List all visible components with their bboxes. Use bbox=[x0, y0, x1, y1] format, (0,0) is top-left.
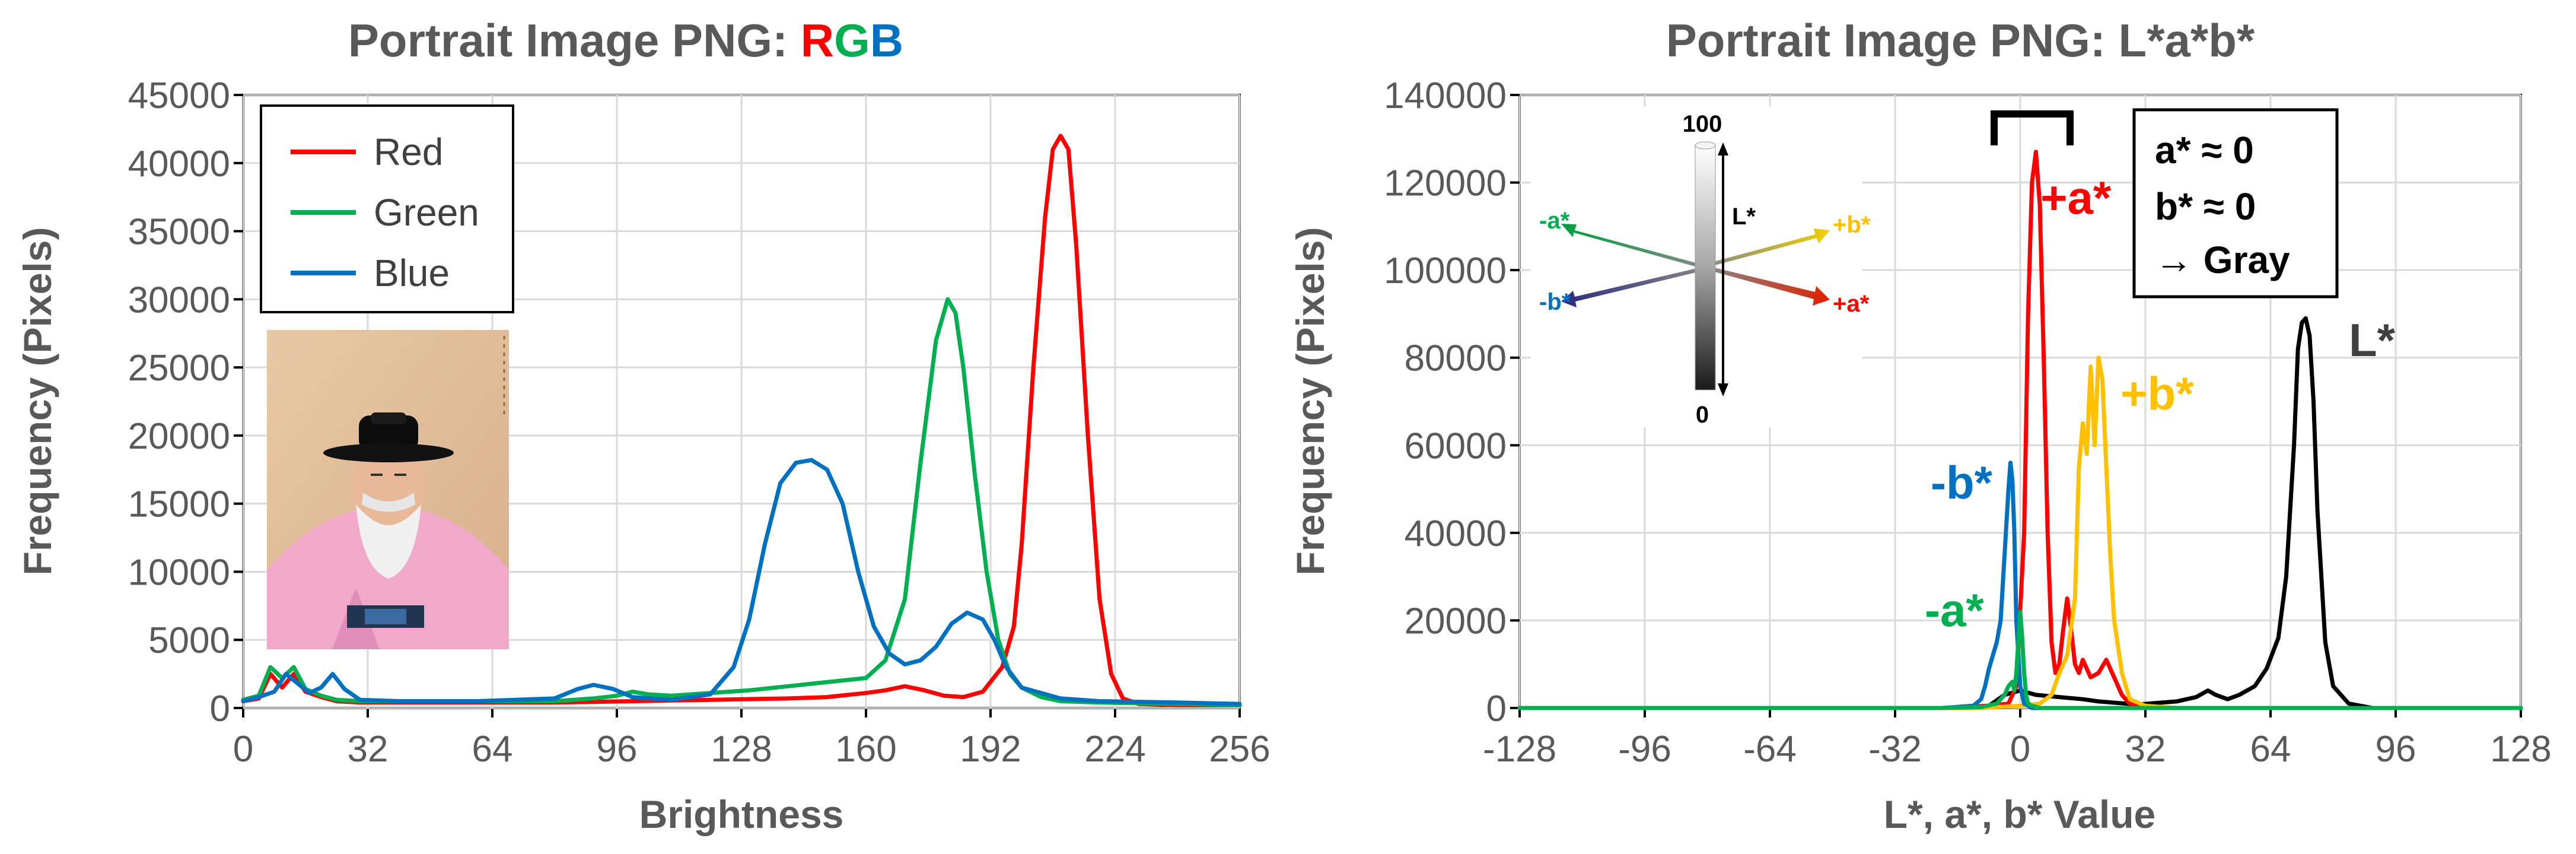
y-tick-label: 25000 bbox=[128, 348, 230, 389]
y-tick-label: 60000 bbox=[1405, 426, 1507, 466]
x-tick-label: -96 bbox=[1618, 729, 1671, 770]
diagram-label-plus-b: +b* bbox=[1833, 212, 1871, 238]
y-tick-label: 100000 bbox=[1384, 250, 1507, 291]
x-tick-label: -128 bbox=[1483, 729, 1556, 770]
tick-labels: -128 -96 -64 -32 0 32 64 96 128 0 20000 40000 60000 8… bbox=[1384, 75, 2552, 770]
x-tick-label: 0 bbox=[233, 729, 253, 770]
x-tick-label: 96 bbox=[597, 729, 638, 770]
arrow-minus-a bbox=[1561, 224, 1707, 269]
y-tick-label: 80000 bbox=[1405, 338, 1507, 379]
y-tick-label: 30000 bbox=[128, 280, 230, 320]
x-tick-label: 96 bbox=[2376, 729, 2416, 770]
l-star-arrowhead-down bbox=[1718, 383, 1728, 396]
y-axis-label: Frequency (Pixels) bbox=[1288, 227, 1332, 576]
y-tick-label: 20000 bbox=[128, 416, 230, 457]
series-line-b bbox=[1517, 461, 2523, 710]
lab-histogram-chart: Portrait Image PNG: L*a*b* -128 -96 -64 -32… bbox=[1288, 14, 2552, 836]
tick-labels: 0 32 64 96 128 160 192 224 256 0 5000 10000 15000 200… bbox=[128, 75, 1271, 770]
x-tick-label: 224 bbox=[1084, 729, 1145, 770]
series-lines bbox=[1517, 150, 2523, 710]
legend-label-blue: Blue bbox=[374, 252, 450, 294]
x-tick-label: 256 bbox=[1209, 729, 1270, 770]
annotation-minus-b: -b* bbox=[1931, 456, 1993, 509]
y-tick-label: 120000 bbox=[1384, 163, 1507, 204]
title-letter-g: G bbox=[834, 14, 870, 66]
note-line-gray: → Gray bbox=[2155, 239, 2290, 281]
diagram-label-100: 100 bbox=[1683, 111, 1722, 137]
series-line-blue bbox=[241, 458, 1242, 706]
x-tick-label: -32 bbox=[1868, 729, 1922, 770]
series-line-l bbox=[1517, 316, 2523, 710]
y-tick-label: 15000 bbox=[128, 484, 230, 525]
y-tick-label: 0 bbox=[210, 688, 230, 729]
diagram-label-l-star: L* bbox=[1732, 204, 1756, 230]
y-tick-label: 20000 bbox=[1405, 601, 1507, 642]
zero-bracket bbox=[1991, 110, 2074, 145]
title-letter-b: B bbox=[870, 14, 903, 66]
arrow-minus-b bbox=[1561, 266, 1708, 307]
series-line-a bbox=[1517, 609, 2523, 710]
y-tick-label: 40000 bbox=[1405, 513, 1507, 554]
arrow-plus-b bbox=[1707, 228, 1830, 267]
diagram-label-minus-a: -a* bbox=[1539, 208, 1570, 234]
x-tick-label: 160 bbox=[835, 729, 896, 770]
series-lines bbox=[241, 134, 1242, 707]
y-axis-label: Frequency (Pixels) bbox=[15, 227, 59, 576]
note-line-b: b* ≈ 0 bbox=[2155, 185, 2256, 228]
lab-color-space-diagram: 100 0 L* -a* +b* -b* +a* bbox=[1530, 107, 1871, 428]
arrow-plus-a bbox=[1706, 266, 1830, 306]
x-tick-label: 64 bbox=[472, 729, 513, 770]
x-tick-label: 32 bbox=[2125, 729, 2166, 770]
x-tick-label: 128 bbox=[711, 729, 772, 770]
series-line-a bbox=[1517, 150, 2523, 710]
x-tick-label: 128 bbox=[2490, 729, 2551, 770]
annotation-plus-b: +b* bbox=[2120, 367, 2194, 420]
note-box: a* ≈ 0 b* ≈ 0 → Gray bbox=[2132, 108, 2339, 299]
series-line-b bbox=[1517, 355, 2523, 710]
y-tick-label: 0 bbox=[1486, 688, 1507, 729]
annotation-l-star: L* bbox=[2349, 314, 2396, 366]
x-tick-label: 0 bbox=[2010, 729, 2030, 770]
x-tick-label: -64 bbox=[1743, 729, 1797, 770]
l-star-bar-top bbox=[1695, 141, 1716, 150]
y-tick-label: 40000 bbox=[128, 144, 230, 185]
rgb-histogram-chart: Portrait Image PNG: RGB 0 32 64 96 128 160 192… bbox=[15, 14, 1271, 836]
legend: Red Green Blue bbox=[260, 104, 514, 313]
x-tick-label: 32 bbox=[348, 729, 389, 770]
y-tick-label: 10000 bbox=[128, 552, 230, 593]
note-line-a: a* ≈ 0 bbox=[2155, 129, 2254, 172]
y-tick-label: 35000 bbox=[128, 212, 230, 253]
chart-title: Portrait Image PNG: RGB bbox=[348, 14, 903, 66]
diagram-label-0: 0 bbox=[1696, 402, 1709, 428]
x-tick-label: 64 bbox=[2250, 729, 2291, 770]
title-letter-r: R bbox=[801, 14, 834, 66]
legend-box bbox=[260, 104, 514, 313]
y-tick-label: 140000 bbox=[1384, 75, 1507, 116]
x-axis-label: L*, a*, b* Value bbox=[1884, 792, 2156, 836]
y-tick-label: 5000 bbox=[148, 620, 230, 661]
legend-label-green: Green bbox=[374, 191, 479, 234]
l-star-arrowhead-up bbox=[1718, 142, 1728, 155]
x-axis-label: Brightness bbox=[639, 792, 844, 836]
annotation-minus-a: -a* bbox=[1925, 584, 1984, 636]
annotation-plus-a: +a* bbox=[2040, 172, 2112, 224]
l-star-bar bbox=[1695, 145, 1716, 391]
legend-label-red: Red bbox=[374, 131, 443, 173]
diagram-label-minus-b: -b* bbox=[1539, 289, 1571, 315]
x-tick-label: 192 bbox=[960, 729, 1021, 770]
portrait-image bbox=[267, 330, 509, 649]
chart-title-main: Portrait Image PNG: bbox=[348, 14, 801, 66]
diagram-label-plus-a: +a* bbox=[1833, 291, 1870, 317]
chart-title: Portrait Image PNG: L*a*b* bbox=[1666, 14, 2255, 66]
y-tick-label: 45000 bbox=[128, 75, 230, 116]
